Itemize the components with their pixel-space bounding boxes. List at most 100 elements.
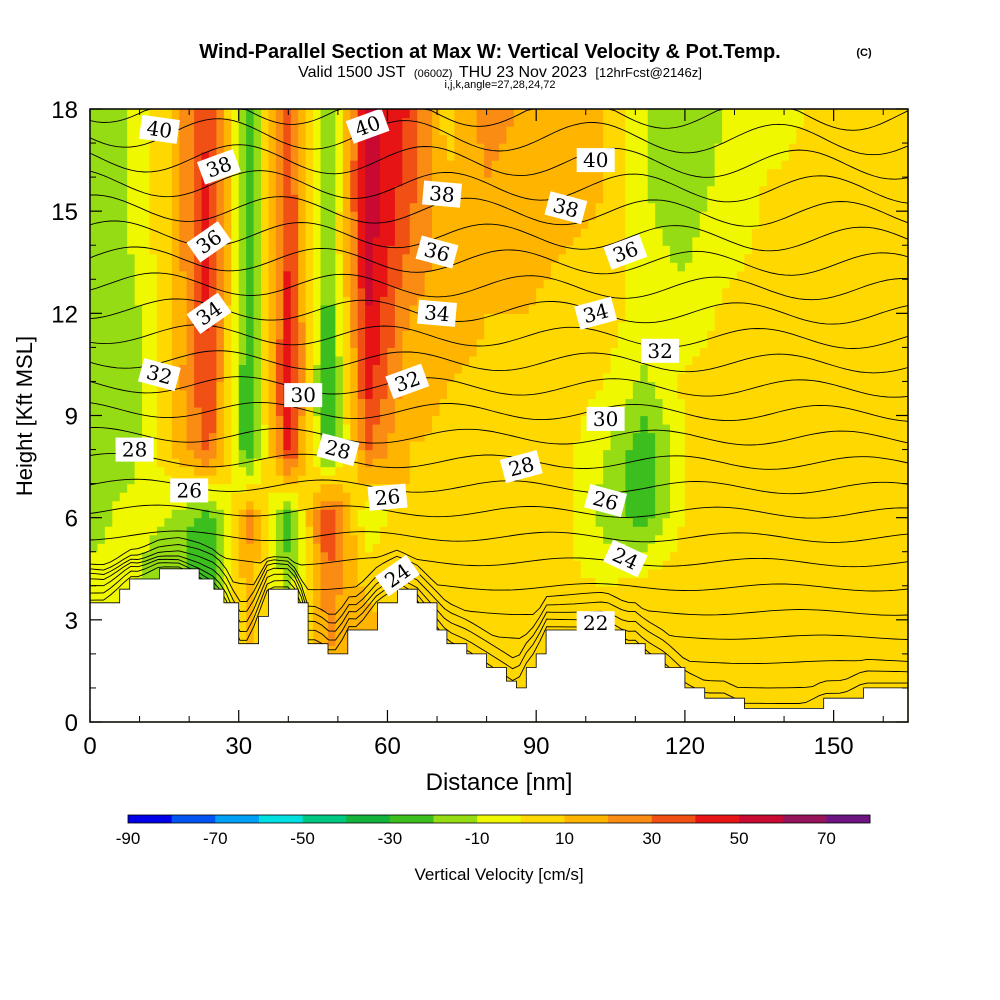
- w-cell: [565, 372, 574, 383]
- w-cell: [335, 636, 344, 646]
- w-cell: [469, 287, 478, 297]
- w-cell: [476, 526, 485, 536]
- w-cell: [439, 441, 448, 451]
- w-cell: [327, 253, 336, 263]
- w-cell: [298, 296, 307, 306]
- w-cell: [246, 338, 255, 348]
- w-cell: [283, 126, 292, 136]
- w-cell: [528, 534, 537, 544]
- w-cell: [201, 441, 210, 451]
- w-cell: [342, 381, 351, 391]
- w-cell: [409, 330, 418, 340]
- w-cell: [290, 321, 299, 331]
- w-cell: [484, 202, 493, 212]
- w-cell: [112, 211, 121, 221]
- w-cell: [90, 143, 99, 153]
- w-cell: [97, 160, 106, 170]
- w-cell: [580, 364, 589, 374]
- w-cell: [97, 355, 106, 366]
- w-cell: [283, 338, 292, 348]
- w-cell: [432, 134, 441, 144]
- w-cell: [112, 458, 121, 468]
- w-cell: [164, 304, 173, 314]
- w-cell: [275, 355, 284, 366]
- w-cell: [231, 424, 240, 434]
- w-cell: [261, 602, 270, 612]
- w-cell: [372, 619, 381, 629]
- w-cell: [127, 211, 136, 221]
- w-cell: [327, 117, 336, 127]
- w-cell: [521, 475, 530, 485]
- w-cell: [476, 568, 485, 578]
- w-cell: [484, 211, 493, 221]
- w-cell: [275, 330, 284, 340]
- w-cell: [506, 287, 515, 297]
- w-cell: [201, 109, 210, 119]
- w-cell: [357, 509, 366, 519]
- w-cell: [104, 509, 113, 519]
- w-cell: [164, 449, 173, 459]
- w-cell: [253, 526, 262, 536]
- w-cell: [142, 517, 151, 527]
- w-cell: [454, 636, 463, 646]
- w-cell: [313, 551, 322, 561]
- w-cell: [580, 194, 589, 204]
- w-cell: [573, 330, 582, 340]
- w-cell: [380, 441, 389, 451]
- w-cell: [261, 236, 270, 246]
- w-cell: [417, 424, 426, 434]
- w-cell: [528, 321, 537, 331]
- w-cell: [573, 236, 582, 246]
- w-cell: [424, 449, 433, 459]
- w-cell: [387, 177, 396, 187]
- w-cell: [342, 568, 351, 578]
- w-cell: [186, 270, 195, 280]
- w-cell: [387, 109, 396, 119]
- w-cell: [446, 109, 455, 119]
- w-cell: [335, 211, 344, 221]
- w-cell: [275, 364, 284, 374]
- w-cell: [268, 432, 277, 442]
- w-cell: [484, 321, 493, 331]
- w-cell: [439, 543, 448, 553]
- w-cell: [142, 202, 151, 212]
- w-cell: [298, 543, 307, 553]
- w-cell: [491, 389, 500, 400]
- w-cell: [104, 253, 113, 263]
- w-cell: [261, 117, 270, 127]
- w-cell: [580, 543, 589, 553]
- w-cell: [521, 245, 530, 255]
- w-cell: [491, 253, 500, 263]
- w-cell: [573, 117, 582, 127]
- w-cell: [335, 483, 344, 493]
- w-cell: [164, 245, 173, 255]
- w-cell: [528, 364, 537, 374]
- w-cell: [327, 245, 336, 255]
- w-cell: [394, 338, 403, 348]
- w-cell: [365, 236, 374, 246]
- w-cell: [461, 441, 470, 451]
- w-cell: [476, 611, 485, 621]
- w-cell: [432, 406, 441, 417]
- w-cell: [313, 458, 322, 468]
- w-cell: [357, 492, 366, 502]
- w-cell: [558, 526, 567, 536]
- w-cell: [208, 219, 218, 229]
- w-cell: [461, 211, 470, 221]
- w-cell: [394, 321, 403, 331]
- w-cell: [499, 653, 508, 663]
- w-cell: [380, 551, 389, 561]
- w-cell: [342, 228, 351, 238]
- w-cell: [513, 160, 522, 170]
- w-cell: [499, 381, 508, 391]
- w-cell: [186, 372, 195, 383]
- w-cell: [387, 270, 396, 280]
- w-cell: [164, 347, 173, 357]
- w-cell: [112, 551, 121, 561]
- w-cell: [469, 441, 478, 451]
- w-cell: [513, 245, 522, 255]
- w-cell: [208, 432, 218, 442]
- w-cell: [387, 594, 396, 604]
- w-cell: [119, 236, 128, 246]
- w-cell: [127, 330, 136, 340]
